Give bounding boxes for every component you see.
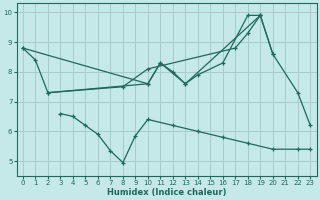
X-axis label: Humidex (Indice chaleur): Humidex (Indice chaleur) [107, 188, 226, 197]
